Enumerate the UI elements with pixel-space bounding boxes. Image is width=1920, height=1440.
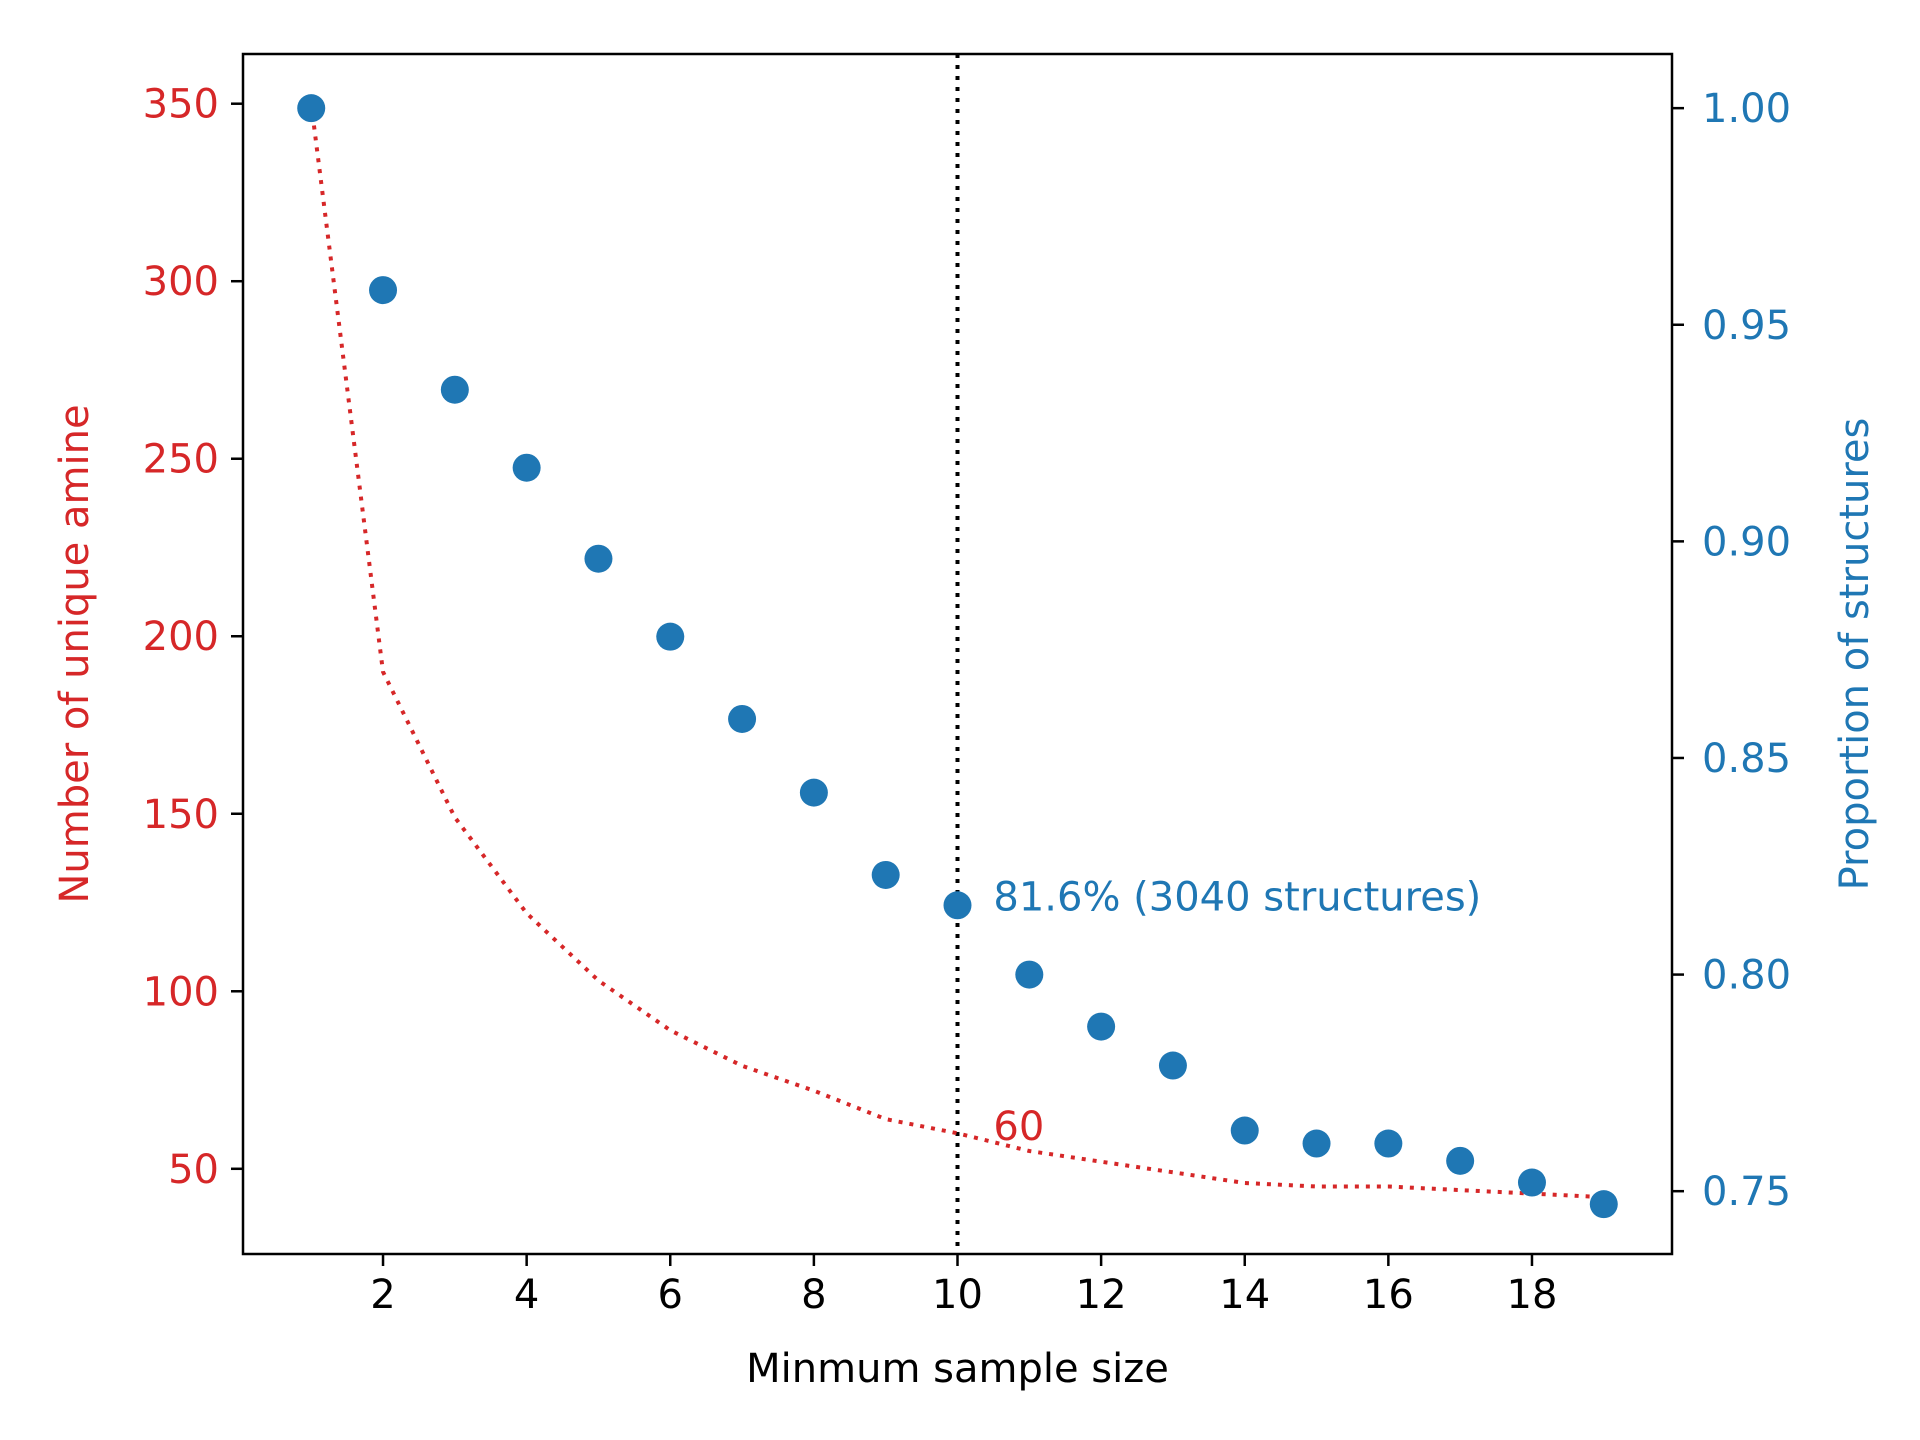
annotations: 81.6% (3040 structures) 60 xyxy=(993,875,1481,1151)
left-y-tick-label-50: 50 xyxy=(168,1147,219,1193)
x-tick-label-4: 4 xyxy=(514,1272,539,1318)
left-y-tick-label-250: 250 xyxy=(143,437,219,483)
proportion-marker-8 xyxy=(799,778,828,807)
right-y-tick-label-4: 0.95 xyxy=(1702,303,1791,349)
proportion-marker-4 xyxy=(512,453,541,482)
proportion-marker-14 xyxy=(1230,1116,1259,1145)
x-tick-label-10: 10 xyxy=(932,1272,983,1318)
x-tick-label-8: 8 xyxy=(801,1272,826,1318)
x-tick-label-2: 2 xyxy=(370,1272,395,1318)
proportion-marker-9 xyxy=(871,860,900,889)
proportion-marker-2 xyxy=(369,276,398,305)
right-y-tick-label-3: 0.90 xyxy=(1702,519,1791,565)
right-y-axis-label: Proportion of structures xyxy=(1832,418,1878,891)
right-y-tick-label-2: 0.85 xyxy=(1702,736,1791,782)
right-y-tick-label-0: 0.75 xyxy=(1702,1169,1791,1215)
proportion-marker-11 xyxy=(1015,960,1044,989)
left-y-tick-label-200: 200 xyxy=(143,614,219,660)
x-tick-label-14: 14 xyxy=(1219,1272,1270,1318)
proportion-marker-3 xyxy=(440,375,469,404)
x-tick-label-16: 16 xyxy=(1363,1272,1414,1318)
x-axis-label: Minmum sample size xyxy=(746,1346,1169,1392)
right-y-tick-label-1: 0.80 xyxy=(1702,953,1791,999)
proportion-marker-18 xyxy=(1517,1168,1546,1197)
proportion-marker-6 xyxy=(656,622,685,651)
proportion-marker-15 xyxy=(1302,1129,1331,1158)
left-y-tick-label-100: 100 xyxy=(143,969,219,1015)
proportion-marker-12 xyxy=(1087,1012,1116,1041)
amine-count-annotation: 60 xyxy=(993,1104,1044,1150)
proportion-marker-16 xyxy=(1374,1129,1403,1158)
proportion-annotation: 81.6% (3040 structures) xyxy=(993,875,1481,921)
axes: 2 4 6 8 10 12 14 16 18 50 100 150 200 250 300 350 0.75 0.… xyxy=(143,52,1791,1318)
x-tick-label-18: 18 xyxy=(1507,1272,1558,1318)
unique-amine-line xyxy=(309,103,1604,1200)
proportion-marker-17 xyxy=(1446,1146,1475,1175)
plot-area xyxy=(297,54,1618,1254)
x-tick-label-6: 6 xyxy=(658,1272,683,1318)
right-y-tick-label-5: 1.00 xyxy=(1702,86,1791,132)
proportion-marker-10 xyxy=(943,891,972,920)
proportion-marker-5 xyxy=(584,544,613,573)
proportion-marker-19 xyxy=(1589,1190,1618,1219)
left-y-axis-label: Number of unique amine xyxy=(52,404,98,903)
proportion-marker-1 xyxy=(297,94,326,123)
proportion-marker-13 xyxy=(1158,1051,1187,1080)
left-y-tick-label-300: 300 xyxy=(143,259,219,305)
left-y-tick-label-350: 350 xyxy=(143,82,219,128)
proportion-marker-7 xyxy=(728,704,757,733)
left-y-tick-label-150: 150 xyxy=(143,792,219,838)
x-tick-label-12: 12 xyxy=(1076,1272,1127,1318)
